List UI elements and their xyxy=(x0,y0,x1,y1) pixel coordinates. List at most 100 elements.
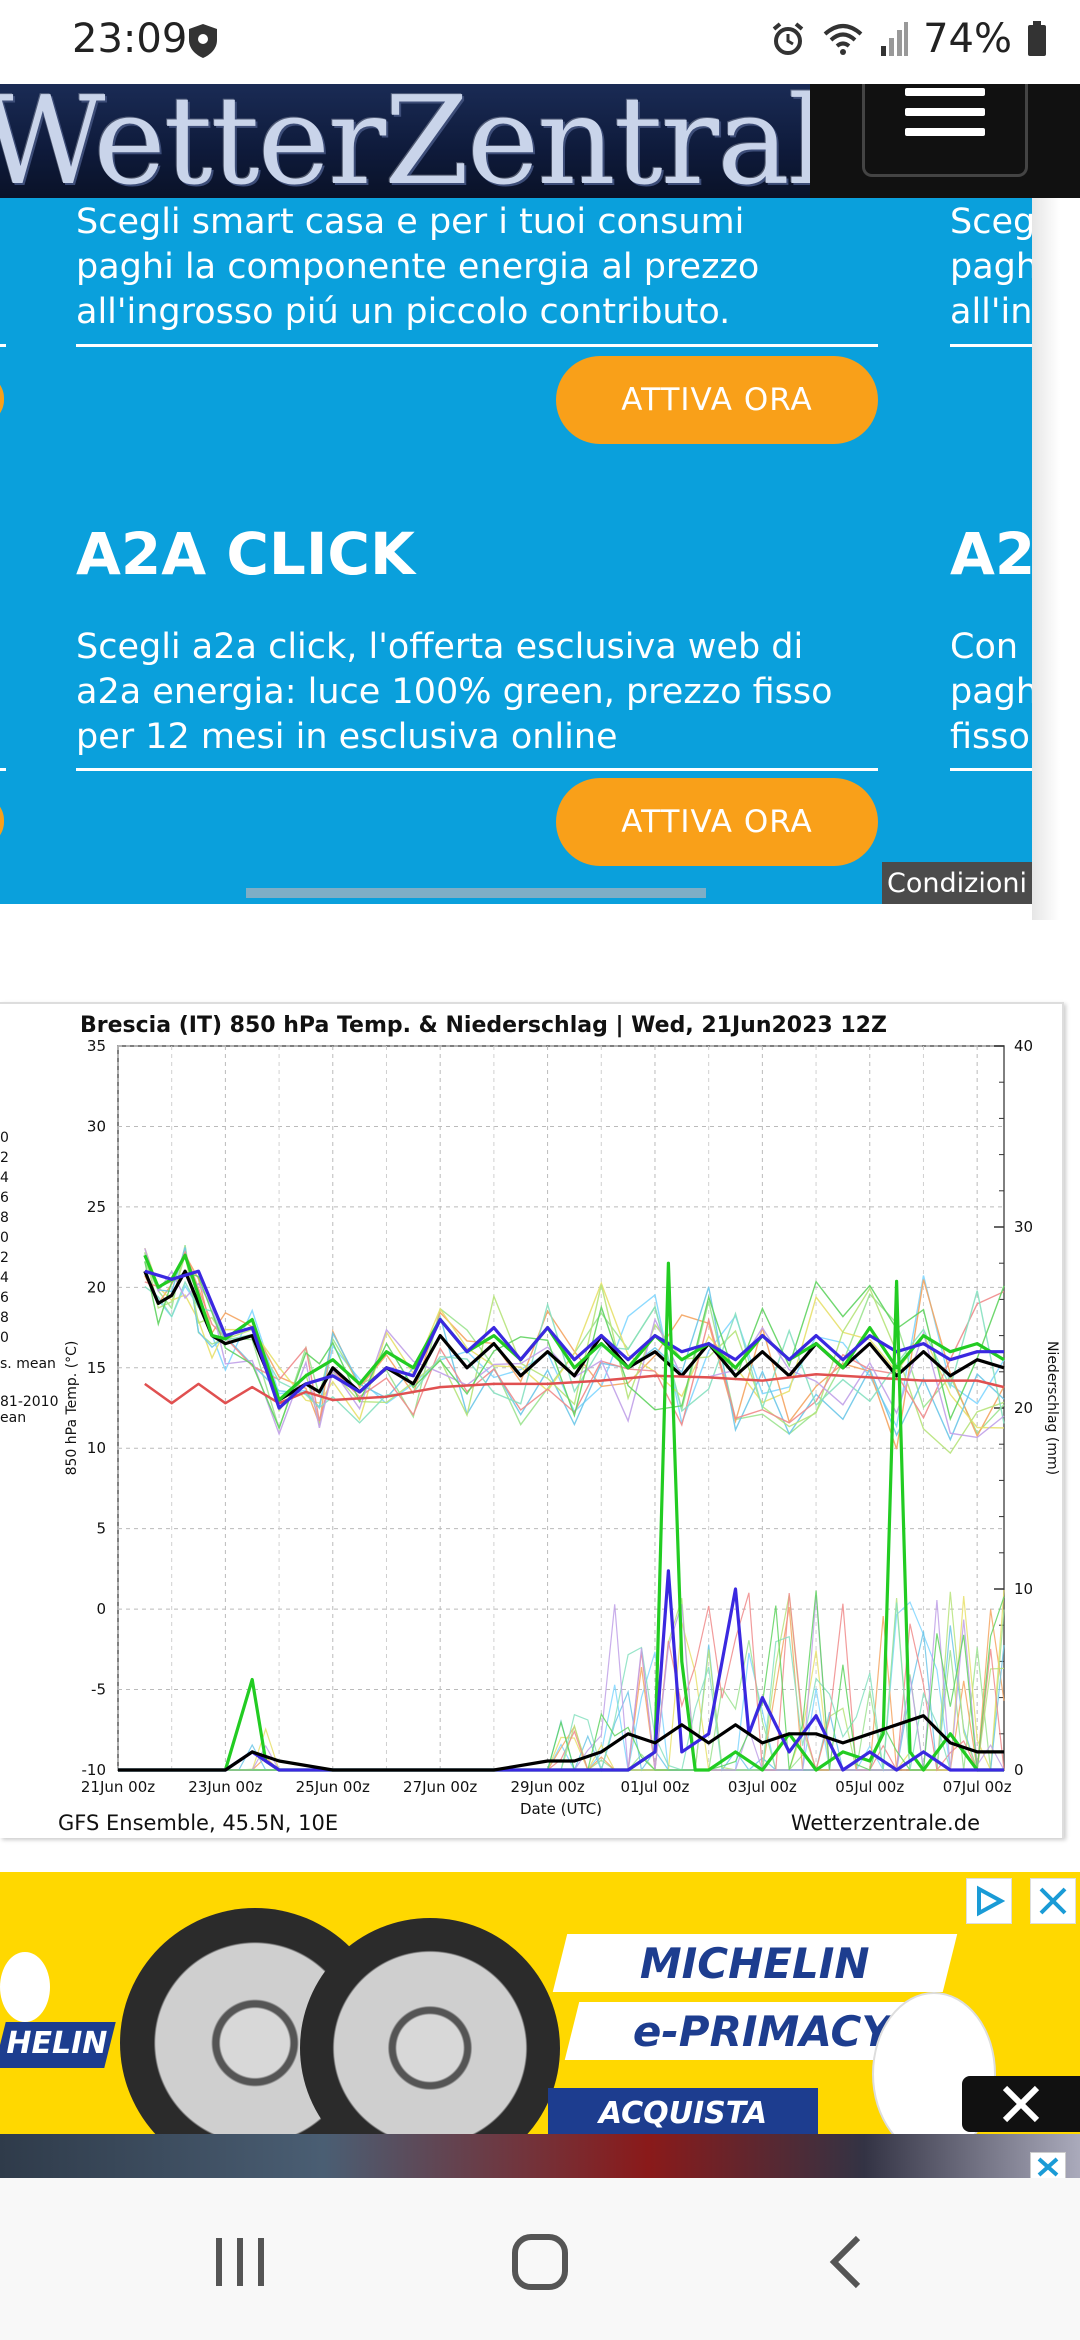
ensemble-member-line xyxy=(144,1261,1005,1430)
prev-slide-cta-edge[interactable] xyxy=(0,374,4,424)
ad-desc-line: Con xyxy=(950,627,1019,667)
legend-fragment: 6 xyxy=(0,1290,9,1306)
next-slide-peek[interactable]: Con pagh fisso xyxy=(950,625,1032,760)
y-axis-label: 850 hPa Temp. (°C) xyxy=(64,1341,80,1476)
ad-description: Con pagh fisso xyxy=(950,625,1032,760)
logo-text: HELIN xyxy=(6,2026,108,2061)
y-tick-label: 25 xyxy=(87,1198,106,1216)
bibendum-icon xyxy=(0,1952,50,2022)
ad-slide-smart-casa[interactable]: Scegli smart casa e per i tuoi consumi p… xyxy=(76,200,886,335)
brand-name: MICHELIN xyxy=(640,1938,870,1988)
battery-percent: 74% xyxy=(923,16,1012,62)
ensemble-member-line xyxy=(144,1248,1005,1439)
x-tick-label: 01Jul 00z xyxy=(621,1778,690,1796)
secondary-ad-strip[interactable] xyxy=(0,2134,1080,2178)
ad-desc-line: Scegli a2a click, l'offerta esclusiva we… xyxy=(76,627,804,667)
legend-fragment: 2 xyxy=(0,1150,9,1166)
y2-tick-label: 20 xyxy=(1014,1399,1033,1417)
ad-desc-line: a2a energia: luce 100% green, prezzo fis… xyxy=(76,672,833,712)
ad-divider xyxy=(950,768,1032,771)
battery-icon xyxy=(1028,21,1046,56)
tire-image xyxy=(300,1918,560,2134)
legend-fragment: ean xyxy=(0,1410,26,1426)
signal-icon xyxy=(881,22,909,56)
legend-fragment: 8 xyxy=(0,1210,9,1226)
chart-footer-source: GFS Ensemble, 45.5N, 10E xyxy=(58,1811,338,1835)
hamburger-line xyxy=(905,108,985,116)
ad-divider xyxy=(950,344,1032,347)
legend-fragment: 0 xyxy=(0,1230,9,1246)
ad-desc-line: fisso xyxy=(950,717,1030,757)
series-mean-precipitation xyxy=(118,1714,1004,1772)
y2-tick-label: 30 xyxy=(1014,1218,1033,1236)
y-tick-label: 15 xyxy=(87,1359,106,1377)
prev-slide-cta-edge[interactable] xyxy=(0,796,4,846)
close-icon[interactable] xyxy=(1030,1878,1076,1924)
hamburger-line xyxy=(905,128,985,136)
hamburger-menu-button[interactable] xyxy=(862,84,1028,177)
ad-desc-line: all'ingrosso piú un piccolo contributo. xyxy=(76,292,731,332)
y-tick-label: -10 xyxy=(82,1761,107,1779)
next-slide-peek[interactable]: Sceg pagh all'in xyxy=(950,200,1032,335)
close-icon xyxy=(1002,2085,1040,2123)
status-bar: 23:09 74% xyxy=(0,0,1080,84)
shield-icon xyxy=(189,24,217,58)
ad-divider xyxy=(76,344,878,347)
back-icon[interactable] xyxy=(820,2232,870,2292)
series-control-run xyxy=(144,1269,1004,1410)
prev-slide-underline xyxy=(0,768,6,771)
legend-fragment: 6 xyxy=(0,1190,9,1206)
y-tick-label: 0 xyxy=(96,1600,106,1618)
x-tick-label: 07Jul 00z xyxy=(943,1778,1012,1796)
ad-carousel[interactable]: Scegli smart casa e per i tuoi consumi p… xyxy=(0,198,1060,920)
ad-carousel-panel: Scegli smart casa e per i tuoi consumi p… xyxy=(0,198,1032,904)
carousel-edge-shadow xyxy=(1032,198,1060,920)
ad-desc-line: per 12 mesi in esclusiva online xyxy=(76,717,618,757)
activate-now-button[interactable]: ATTIVA ORA xyxy=(556,778,878,866)
x-tick-label: 29Jun 00z xyxy=(510,1778,584,1796)
site-logo[interactable]: WetterZentrale xyxy=(0,84,810,198)
michelin-ad[interactable]: HELIN MICHELIN e-PRIMACY ACQUISTA xyxy=(0,1872,1080,2134)
y2-tick-label: 40 xyxy=(1014,1037,1033,1055)
legend-fragment: s. mean xyxy=(0,1356,56,1372)
buy-button[interactable]: ACQUISTA xyxy=(548,2088,818,2134)
ad-slide-a2a-click[interactable]: Scegli a2a click, l'offerta esclusiva we… xyxy=(76,625,886,760)
close-ad-button[interactable] xyxy=(962,2076,1080,2132)
ad-desc-line: pagh xyxy=(950,247,1032,287)
y-tick-label: 35 xyxy=(87,1037,106,1055)
ad-description: Scegli smart casa e per i tuoi consumi p… xyxy=(76,200,886,335)
ad-description: Sceg pagh all'in xyxy=(950,200,1032,335)
ad-desc-line: Scegli smart casa e per i tuoi consumi xyxy=(76,202,745,242)
ad-title: A2A CLICK xyxy=(76,520,415,588)
y2-tick-label: 10 xyxy=(1014,1580,1033,1598)
alarm-icon xyxy=(772,22,804,55)
ensemble-precip-line xyxy=(118,1590,1005,1771)
android-nav-bar xyxy=(0,2178,1080,2340)
chart-title: Brescia (IT) 850 hPa Temp. & Niederschla… xyxy=(80,1013,887,1038)
y-tick-label: 10 xyxy=(87,1439,106,1457)
adchoices-icon[interactable] xyxy=(966,1878,1012,1924)
ad-divider xyxy=(76,768,878,771)
legend-fragment: 81-2010 xyxy=(0,1394,59,1410)
y2-tick-label: 0 xyxy=(1014,1761,1024,1779)
close-icon[interactable] xyxy=(1030,2152,1066,2182)
chart-footer-credit: Wetterzentrale.de xyxy=(791,1811,980,1835)
x-tick-label: 23Jun 00z xyxy=(188,1778,262,1796)
home-icon[interactable] xyxy=(510,2232,570,2292)
ad-desc-line: paghi la componente energia al prezzo xyxy=(76,247,760,287)
ad-desc-line: all'in xyxy=(950,292,1032,332)
y-tick-label: 5 xyxy=(96,1520,106,1538)
conditions-link[interactable]: Condizioni xyxy=(882,862,1032,904)
y-tick-label: 30 xyxy=(87,1117,106,1135)
recent-apps-icon[interactable] xyxy=(212,2234,268,2290)
y2-axis-label: Niederschlag (mm) xyxy=(1044,1341,1060,1475)
legend-fragment: 4 xyxy=(0,1270,9,1286)
x-tick-label: 05Jul 00z xyxy=(835,1778,904,1796)
carousel-scrollbar[interactable] xyxy=(246,888,706,898)
ensemble-member-line xyxy=(144,1253,1005,1450)
activate-now-button[interactable]: ATTIVA ORA xyxy=(556,356,878,444)
prev-slide-underline xyxy=(0,344,6,347)
legend-fragment: 0 xyxy=(0,1330,9,1346)
legend-fragment: 2 xyxy=(0,1250,9,1266)
